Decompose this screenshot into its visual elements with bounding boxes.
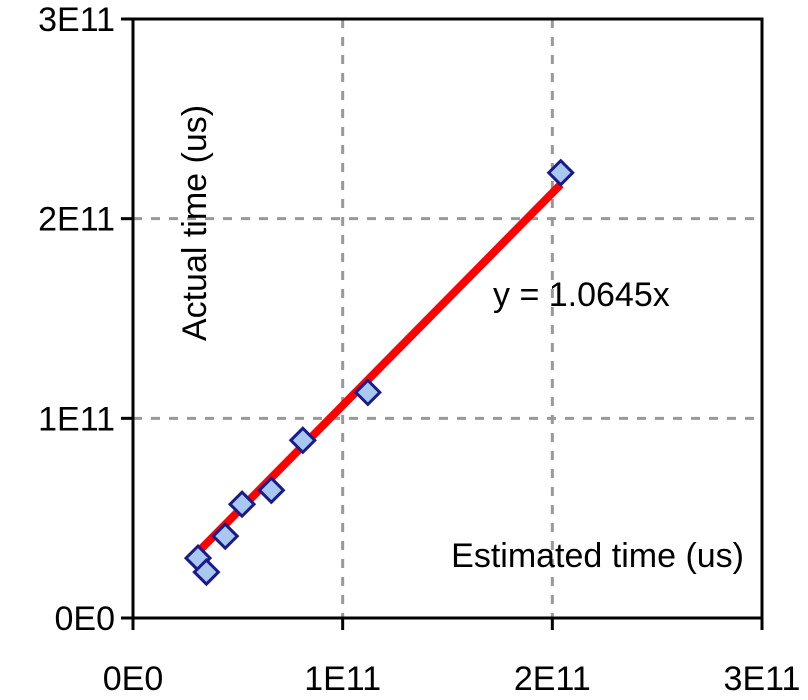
- y-tick-label: 3E11: [38, 1, 115, 39]
- data-point: [227, 490, 257, 519]
- plot-area-border: [131, 17, 764, 620]
- y-tick-label: 0E0: [55, 600, 116, 638]
- data-point: [211, 522, 240, 551]
- data-point: [546, 158, 575, 187]
- x-axis-title: Estimated time (us): [451, 537, 744, 575]
- y-tick-label: 1E11: [38, 400, 115, 438]
- x-tick-label: 1E11: [304, 660, 381, 698]
- data-point: [353, 378, 382, 407]
- y-tick-label: 2E11: [38, 201, 115, 239]
- data-points: [183, 158, 575, 587]
- data-point: [192, 557, 221, 587]
- y-axis-title: Actual time (us): [176, 105, 214, 341]
- data-point: [288, 426, 317, 455]
- x-tick-label: 0E0: [103, 660, 164, 698]
- tick-labels: 0E0 1E11 2E11 3E11 0E0 1E11 2E11 3E11: [38, 1, 800, 698]
- x-tick-label: 2E11: [514, 660, 591, 698]
- trendline-equation: y = 1.0645x: [493, 276, 670, 314]
- data-point: [257, 476, 286, 505]
- x-tick-label: 3E11: [724, 660, 801, 698]
- axes: [121, 17, 764, 630]
- gridlines: [133, 19, 762, 618]
